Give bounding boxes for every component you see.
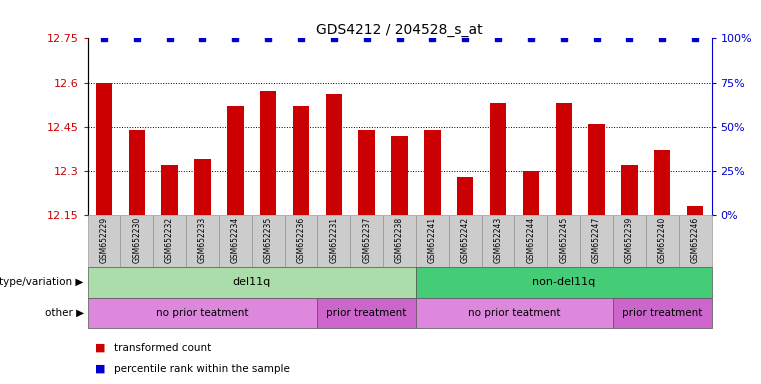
Bar: [391, 136, 408, 215]
Text: GSM652231: GSM652231: [330, 217, 339, 263]
Bar: [457, 177, 473, 215]
Text: GSM652238: GSM652238: [395, 217, 404, 263]
Bar: [621, 165, 638, 215]
Bar: [326, 94, 342, 215]
Text: no prior teatment: no prior teatment: [156, 308, 249, 318]
Text: GSM652241: GSM652241: [428, 217, 437, 263]
Text: GSM652236: GSM652236: [297, 217, 305, 263]
Bar: [490, 103, 506, 215]
Bar: [358, 130, 375, 215]
Text: GSM652229: GSM652229: [100, 217, 108, 263]
Bar: [424, 130, 441, 215]
Text: percentile rank within the sample: percentile rank within the sample: [114, 364, 290, 374]
Text: GSM652240: GSM652240: [658, 217, 667, 263]
Text: GSM652232: GSM652232: [165, 217, 174, 263]
Text: no prior teatment: no prior teatment: [468, 308, 561, 318]
Bar: [161, 165, 178, 215]
Bar: [194, 159, 211, 215]
Text: GSM652237: GSM652237: [362, 217, 371, 263]
Text: genotype/variation ▶: genotype/variation ▶: [0, 277, 84, 287]
Text: GSM652242: GSM652242: [460, 217, 470, 263]
Bar: [687, 206, 703, 215]
Text: GSM652230: GSM652230: [132, 217, 142, 263]
Text: ■: ■: [95, 343, 106, 353]
Bar: [523, 171, 539, 215]
Text: non-del11q: non-del11q: [532, 277, 595, 287]
Text: prior treatment: prior treatment: [622, 308, 702, 318]
Text: del11q: del11q: [233, 277, 271, 287]
Text: GSM652247: GSM652247: [592, 217, 601, 263]
Text: GSM652233: GSM652233: [198, 217, 207, 263]
Text: GSM652234: GSM652234: [231, 217, 240, 263]
Bar: [588, 124, 605, 215]
Bar: [227, 106, 244, 215]
Text: GSM652246: GSM652246: [691, 217, 699, 263]
Text: GSM652245: GSM652245: [559, 217, 568, 263]
Text: GSM652235: GSM652235: [263, 217, 272, 263]
Bar: [129, 130, 145, 215]
Text: prior treatment: prior treatment: [326, 308, 407, 318]
Bar: [293, 106, 309, 215]
Bar: [654, 150, 670, 215]
Text: transformed count: transformed count: [114, 343, 212, 353]
Text: other ▶: other ▶: [45, 308, 84, 318]
Title: GDS4212 / 204528_s_at: GDS4212 / 204528_s_at: [317, 23, 482, 37]
Text: GSM652243: GSM652243: [494, 217, 502, 263]
Bar: [260, 91, 276, 215]
Bar: [556, 103, 572, 215]
Text: GSM652239: GSM652239: [625, 217, 634, 263]
Text: GSM652244: GSM652244: [527, 217, 536, 263]
Bar: [96, 83, 112, 215]
Text: ■: ■: [95, 364, 106, 374]
